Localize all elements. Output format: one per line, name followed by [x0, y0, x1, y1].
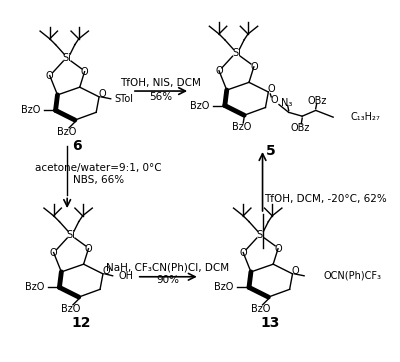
Text: acetone/water=9:1, 0°C: acetone/water=9:1, 0°C [35, 163, 162, 173]
Text: O: O [274, 244, 282, 254]
Text: OH: OH [118, 271, 134, 281]
Text: 56%: 56% [150, 92, 172, 102]
Text: O: O [239, 248, 247, 258]
Text: STol: STol [114, 94, 134, 104]
Text: Si: Si [66, 230, 76, 240]
Text: BzO: BzO [21, 105, 40, 115]
Text: O: O [268, 84, 275, 94]
Text: O: O [85, 244, 92, 254]
Text: 90%: 90% [156, 275, 179, 285]
Text: 5: 5 [266, 144, 275, 158]
Text: Si: Si [232, 48, 241, 58]
Text: Si: Si [256, 230, 265, 240]
Text: O: O [46, 71, 54, 81]
Text: OBz: OBz [290, 123, 310, 133]
Text: N₃: N₃ [281, 98, 292, 108]
Text: O: O [81, 67, 88, 77]
Text: BzO: BzO [58, 127, 77, 137]
Text: O: O [250, 62, 258, 72]
Text: 12: 12 [71, 316, 90, 330]
Text: BzO: BzO [214, 282, 234, 292]
Text: BzO: BzO [190, 101, 209, 110]
Text: TfOH, NIS, DCM: TfOH, NIS, DCM [120, 78, 202, 88]
Text: O: O [292, 266, 299, 276]
Text: O: O [102, 266, 110, 276]
Text: NBS, 66%: NBS, 66% [72, 175, 124, 185]
Text: Si: Si [63, 53, 72, 63]
Text: 6: 6 [72, 139, 82, 153]
Text: BzO: BzO [24, 282, 44, 292]
Text: BzO: BzO [61, 304, 81, 314]
Text: BzO: BzO [232, 122, 251, 132]
Text: OBz: OBz [308, 96, 327, 106]
Text: O: O [98, 89, 106, 99]
Text: OCN(Ph)CF₃: OCN(Ph)CF₃ [324, 271, 382, 281]
Text: O: O [50, 248, 58, 258]
Text: 13: 13 [260, 316, 280, 330]
Text: TfOH, DCM, -20°C, 62%: TfOH, DCM, -20°C, 62% [264, 194, 387, 205]
Text: O: O [215, 66, 223, 76]
Text: BzO: BzO [251, 304, 270, 314]
Text: C₁₃H₂₇: C₁₃H₂₇ [350, 112, 380, 122]
Text: NaH, CF₃CN(Ph)Cl, DCM: NaH, CF₃CN(Ph)Cl, DCM [106, 262, 229, 272]
Text: O: O [270, 95, 278, 105]
